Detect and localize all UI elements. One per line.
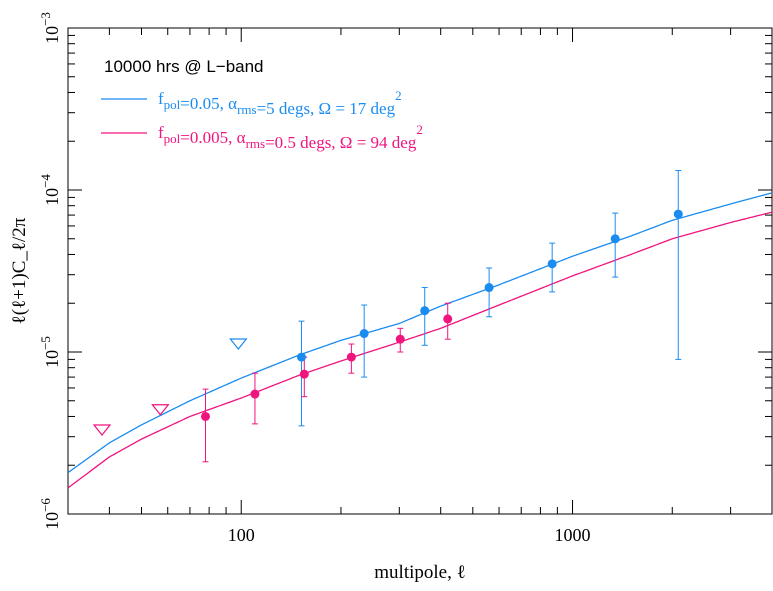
- series-1-data-point: [200, 411, 210, 421]
- x-tick-label: 1000: [555, 525, 591, 545]
- series-0-model-curve: [68, 192, 772, 474]
- series-1-data-point: [443, 314, 453, 324]
- series-1-data-point: [250, 389, 260, 399]
- series-1-upper-limit-marker: [92, 424, 112, 436]
- series-0-data-point: [420, 306, 430, 316]
- series-0-data-point: [610, 234, 620, 244]
- annotation-text: 10000 hrs @ L−band: [104, 57, 264, 76]
- series-0-data-point: [484, 283, 494, 293]
- legend-1-label: fpol=0.005, αrms=0.5 degs, Ω = 94 deg2: [158, 122, 423, 152]
- y-tick-label: 10−5: [38, 336, 62, 368]
- y-tick-label: 10−3: [38, 12, 62, 44]
- x-tick-label: 100: [228, 525, 255, 545]
- series-0-data-point: [296, 352, 306, 362]
- series-1-data-point: [299, 369, 309, 379]
- series-0-data-point: [673, 209, 683, 219]
- y-tick-label: 10−6: [38, 498, 62, 530]
- series-0-upper-limit-marker: [229, 338, 248, 350]
- series-1-data-point: [346, 352, 356, 362]
- series-1-data-point: [395, 334, 405, 344]
- y-axis-label: ℓ(ℓ+1)C_ℓ/2π: [9, 217, 30, 324]
- series-0-data-point: [547, 259, 557, 269]
- y-tick-label: 10−4: [38, 174, 62, 206]
- plot-frame: [67, 27, 773, 515]
- series-1-model-curve: [68, 211, 772, 489]
- x-axis-label: multipole, ℓ: [374, 562, 465, 583]
- legend-0-label: fpol=0.05, αrms=5 degs, Ω = 17 deg2: [158, 88, 402, 118]
- series-0-data-point: [359, 329, 369, 339]
- series-1-upper-limit-marker: [151, 404, 170, 416]
